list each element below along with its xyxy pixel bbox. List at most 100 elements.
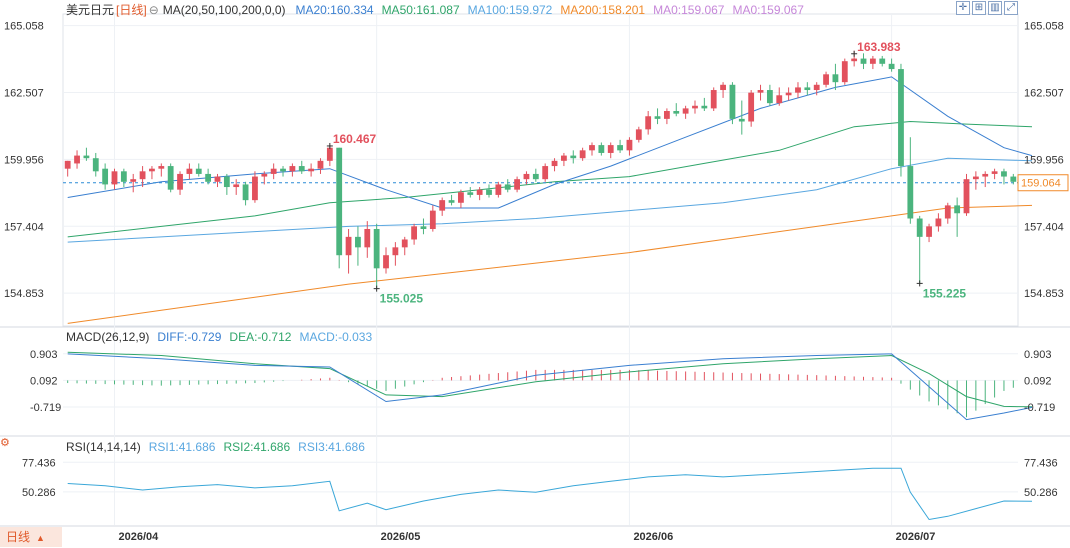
candle-body bbox=[495, 184, 502, 195]
candle-body bbox=[102, 168, 109, 185]
candle-body bbox=[308, 168, 315, 172]
candle-body bbox=[916, 218, 923, 237]
macd-legend: MACD(26,12,9) DIFF:-0.729 DEA:-0.712 MACD:-… bbox=[66, 329, 380, 345]
candle-body bbox=[1010, 176, 1017, 182]
candle-body bbox=[504, 184, 511, 190]
candle-body bbox=[167, 166, 174, 190]
main-chart-legend: 美元日元 [日线] ⊖ MA(20,50,100,200,0,0) MA20:160.3… bbox=[66, 2, 812, 18]
candle-body bbox=[926, 226, 932, 237]
candle-body bbox=[692, 105, 698, 109]
candle-body bbox=[233, 184, 240, 188]
price-axis-label-left: 159.956 bbox=[4, 154, 44, 166]
link-icon[interactable]: ⊖ bbox=[148, 3, 159, 17]
candle-body bbox=[92, 158, 99, 172]
candle-body bbox=[1001, 171, 1007, 177]
period-tab-daily[interactable]: 日线 ▲ bbox=[0, 527, 62, 547]
candle-body bbox=[907, 166, 914, 219]
macd-panel bbox=[67, 351, 1033, 421]
macd-settings-label[interactable]: MACD(26,12,9) bbox=[66, 330, 150, 344]
candle-body bbox=[898, 69, 904, 167]
ma0-value-2: MA0:159.067 bbox=[732, 3, 804, 17]
current-price-box bbox=[1017, 174, 1069, 192]
candle-body bbox=[888, 63, 895, 70]
price-axis-label-left: 157.404 bbox=[4, 221, 44, 233]
candle-body bbox=[252, 176, 258, 201]
candle-body bbox=[869, 58, 876, 64]
candlestick-series bbox=[64, 50, 1017, 290]
macd-diff-line bbox=[67, 353, 1033, 421]
candle-body bbox=[420, 226, 427, 229]
ma200-line bbox=[67, 204, 1033, 324]
candle-body bbox=[832, 74, 839, 83]
candle-body bbox=[270, 168, 277, 174]
ma-settings-label[interactable]: MA(20,50,100,200,0,0) bbox=[162, 3, 286, 17]
candle-body bbox=[561, 155, 567, 161]
main-plot-frame bbox=[62, 13, 1019, 327]
candle-body bbox=[83, 155, 90, 159]
candle-body bbox=[523, 173, 530, 180]
settings-gear-icon[interactable]: ⚙ bbox=[0, 437, 10, 449]
price-axis-label-right: 157.404 bbox=[1024, 221, 1064, 233]
candle-body bbox=[195, 168, 202, 174]
zoom-in-icon[interactable]: ⊞ bbox=[972, 1, 986, 15]
candle-body bbox=[710, 90, 717, 109]
candle-body bbox=[841, 61, 848, 83]
candle-body bbox=[439, 200, 446, 211]
candle-body bbox=[729, 84, 736, 119]
candle-body bbox=[598, 145, 605, 153]
candle-body bbox=[467, 192, 474, 195]
candle-body bbox=[673, 111, 680, 114]
bar-chart-icon[interactable]: ▥ bbox=[988, 1, 1002, 15]
ma0-value-1: MA0:159.067 bbox=[653, 3, 725, 17]
grid-lines bbox=[0, 13, 1070, 527]
candle-body bbox=[326, 147, 333, 161]
ma100-value: MA100:159.972 bbox=[467, 3, 553, 17]
rsi-axis-label-right: 50.286 bbox=[1024, 487, 1058, 499]
rsi-axis-label-left: 77.436 bbox=[22, 457, 56, 469]
rsi-legend: RSI(14,14,14) RSI1:41.686 RSI2:41.686 RSI3:… bbox=[66, 439, 373, 455]
price-annotations: 160.467 155.025 163.983 155.225 bbox=[326, 40, 967, 306]
fullscreen-icon[interactable]: ⤢ bbox=[1004, 1, 1018, 15]
candle-body bbox=[336, 147, 343, 256]
macd-dea-value: DEA:-0.712 bbox=[229, 330, 292, 344]
price-axis-label-right: 159.956 bbox=[1024, 154, 1064, 166]
crosshair-icon[interactable]: ✛ bbox=[956, 1, 970, 15]
macd-axis-label-left: -0.719 bbox=[30, 402, 61, 414]
candle-body bbox=[935, 218, 942, 227]
price-annotation-label: 155.225 bbox=[923, 286, 967, 300]
candle-body bbox=[579, 150, 586, 159]
dropdown-arrow-icon: ▲ bbox=[36, 533, 45, 543]
candle-body bbox=[570, 155, 577, 159]
candle-body bbox=[720, 84, 726, 91]
ma200-value: MA200:158.201 bbox=[560, 3, 646, 17]
rsi1-value: RSI1:41.686 bbox=[148, 440, 216, 454]
candle-body bbox=[654, 116, 661, 119]
candle-body bbox=[355, 236, 361, 248]
rsi-settings-label[interactable]: RSI(14,14,14) bbox=[66, 440, 141, 454]
rsi-line bbox=[67, 467, 1033, 521]
candle-body bbox=[364, 228, 371, 248]
candle-body bbox=[617, 145, 623, 151]
candle-body bbox=[944, 205, 951, 219]
candle-body bbox=[280, 168, 286, 172]
candle-body bbox=[214, 176, 221, 182]
candle-body bbox=[804, 87, 811, 91]
candle-body bbox=[223, 176, 230, 188]
candle-body bbox=[626, 139, 633, 151]
candle-body bbox=[373, 228, 380, 269]
date-axis-label: 2026/04 bbox=[118, 531, 159, 543]
ma20-value: MA20:160.334 bbox=[295, 3, 374, 17]
candle-body bbox=[242, 184, 249, 201]
candle-body bbox=[757, 90, 764, 93]
candle-body bbox=[486, 189, 492, 195]
current-price-label: 159.064 bbox=[1021, 178, 1061, 190]
rsi-panel bbox=[67, 467, 1033, 521]
date-axis-label: 2026/06 bbox=[633, 531, 673, 543]
macd-axis-label-right: -0.719 bbox=[1024, 402, 1055, 414]
rsi3-value: RSI3:41.686 bbox=[298, 440, 365, 454]
candle-body bbox=[663, 111, 670, 119]
ma50-value: MA50:161.087 bbox=[381, 3, 460, 17]
rsi-axis-label-left: 50.286 bbox=[22, 487, 56, 499]
candle-body bbox=[766, 90, 773, 104]
